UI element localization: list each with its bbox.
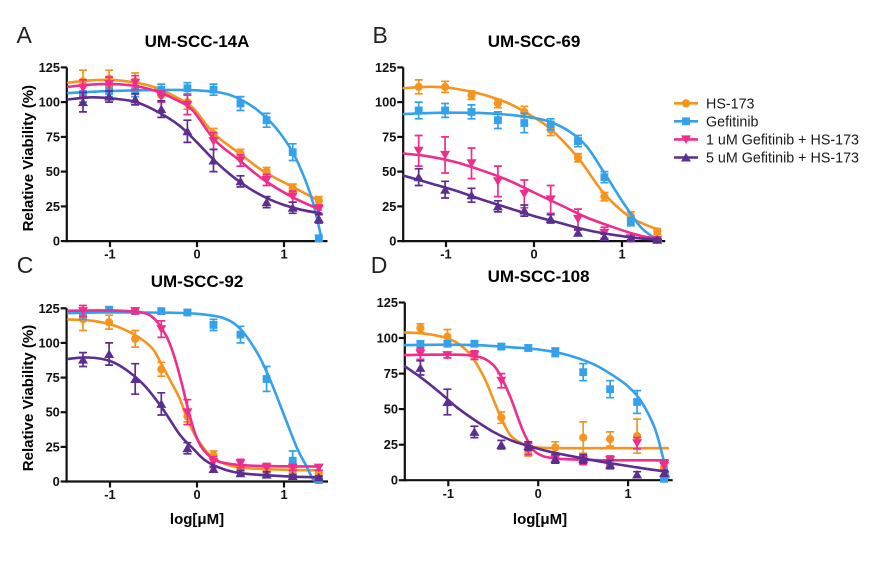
svg-text:100: 100	[38, 335, 59, 350]
svg-text:log[μM]: log[μM]	[513, 511, 567, 528]
svg-text:A: A	[17, 22, 33, 48]
svg-text:75: 75	[46, 129, 60, 144]
svg-text:Relative Viability (%): Relative Viability (%)	[20, 85, 37, 231]
svg-text:B: B	[373, 22, 388, 48]
svg-text:-1: -1	[104, 247, 115, 262]
svg-text:75: 75	[46, 370, 60, 385]
svg-text:-1: -1	[443, 486, 454, 501]
svg-text:125: 125	[38, 301, 59, 316]
svg-text:125: 125	[39, 60, 60, 75]
svg-text:0: 0	[53, 474, 60, 489]
svg-text:UM-SCC-14A: UM-SCC-14A	[145, 32, 250, 51]
svg-text:0: 0	[389, 234, 396, 249]
svg-text:D: D	[371, 252, 388, 278]
svg-text:log[μM]: log[μM]	[170, 511, 224, 528]
svg-text:0: 0	[530, 247, 537, 262]
svg-text:1: 1	[280, 247, 287, 262]
svg-text:0: 0	[535, 486, 542, 501]
svg-text:100: 100	[375, 95, 396, 110]
svg-text:50: 50	[46, 164, 60, 179]
svg-text:25: 25	[382, 199, 396, 214]
svg-text:25: 25	[46, 439, 60, 454]
svg-text:100: 100	[39, 95, 60, 110]
svg-text:100: 100	[377, 331, 398, 346]
svg-text:5 uM Gefitinib + HS-173: 5 uM Gefitinib + HS-173	[706, 151, 859, 167]
svg-text:UM-SCC-108: UM-SCC-108	[488, 267, 590, 286]
svg-text:0: 0	[193, 247, 200, 262]
svg-text:UM-SCC-69: UM-SCC-69	[488, 32, 581, 51]
svg-text:1: 1	[618, 247, 625, 262]
svg-text:75: 75	[382, 129, 396, 144]
svg-text:-1: -1	[440, 247, 451, 262]
svg-text:0: 0	[193, 487, 200, 502]
svg-text:75: 75	[384, 366, 398, 381]
svg-text:50: 50	[384, 402, 398, 417]
svg-text:HS-173: HS-173	[706, 96, 755, 112]
svg-text:C: C	[17, 252, 34, 278]
svg-text:UM-SCC-92: UM-SCC-92	[151, 272, 244, 291]
svg-text:0: 0	[53, 234, 60, 249]
svg-text:1: 1	[625, 486, 632, 501]
svg-text:1 uM Gefitinib + HS-173: 1 uM Gefitinib + HS-173	[706, 132, 859, 148]
svg-text:125: 125	[377, 295, 398, 310]
svg-text:Relative Viability (%): Relative Viability (%)	[20, 325, 37, 471]
svg-text:-1: -1	[104, 487, 115, 502]
svg-text:125: 125	[375, 60, 396, 75]
svg-text:25: 25	[384, 437, 398, 452]
svg-text:25: 25	[46, 199, 60, 214]
svg-text:50: 50	[46, 405, 60, 420]
svg-text:1: 1	[280, 487, 287, 502]
svg-text:Gefitinib: Gefitinib	[706, 114, 758, 130]
svg-text:50: 50	[382, 164, 396, 179]
svg-text:0: 0	[391, 473, 398, 488]
